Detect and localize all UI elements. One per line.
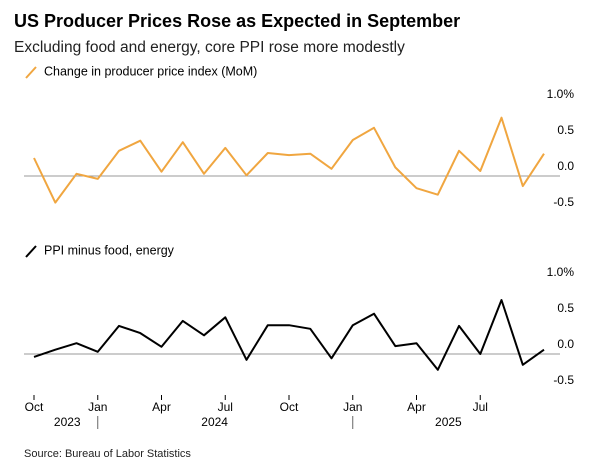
y-tick-label: 0.0 (557, 159, 574, 173)
y-tick-label: -0.5 (553, 195, 574, 209)
x-tick-label: Oct (280, 400, 299, 414)
x-tick-label: Oct (25, 400, 44, 414)
x-group-label: 2024 (201, 415, 228, 429)
x-group-label: 2025 (435, 415, 462, 429)
x-tick-label: Jan (88, 400, 107, 414)
series-line (33, 299, 545, 371)
x-tick-label: Jan (343, 400, 362, 414)
y-tick-label: 1.0% (547, 87, 575, 101)
legend-label: PPI minus food, energy (44, 243, 175, 257)
y-tick-label: -0.5 (553, 373, 574, 387)
x-tick-label: Apr (152, 400, 171, 414)
series-line (33, 116, 545, 204)
x-group-label: 2023 (54, 415, 81, 429)
y-tick-label: 0.0 (557, 337, 574, 351)
legend-label: Change in producer price index (MoM) (44, 64, 257, 78)
x-tick-label: Jul (218, 400, 233, 414)
legend-swatch (25, 245, 37, 258)
legend-swatch (25, 66, 37, 79)
source: Source: Bureau of Labor Statistics (24, 448, 191, 460)
x-tick-label: Jul (473, 400, 488, 414)
subtitle: Excluding food and energy, core PPI rose… (14, 39, 405, 56)
title: US Producer Prices Rose as Expected in S… (14, 11, 460, 31)
y-tick-label: 0.5 (557, 301, 574, 315)
x-tick-label: Apr (407, 400, 426, 414)
y-tick-label: 1.0% (547, 265, 575, 279)
y-tick-label: 0.5 (557, 123, 574, 137)
